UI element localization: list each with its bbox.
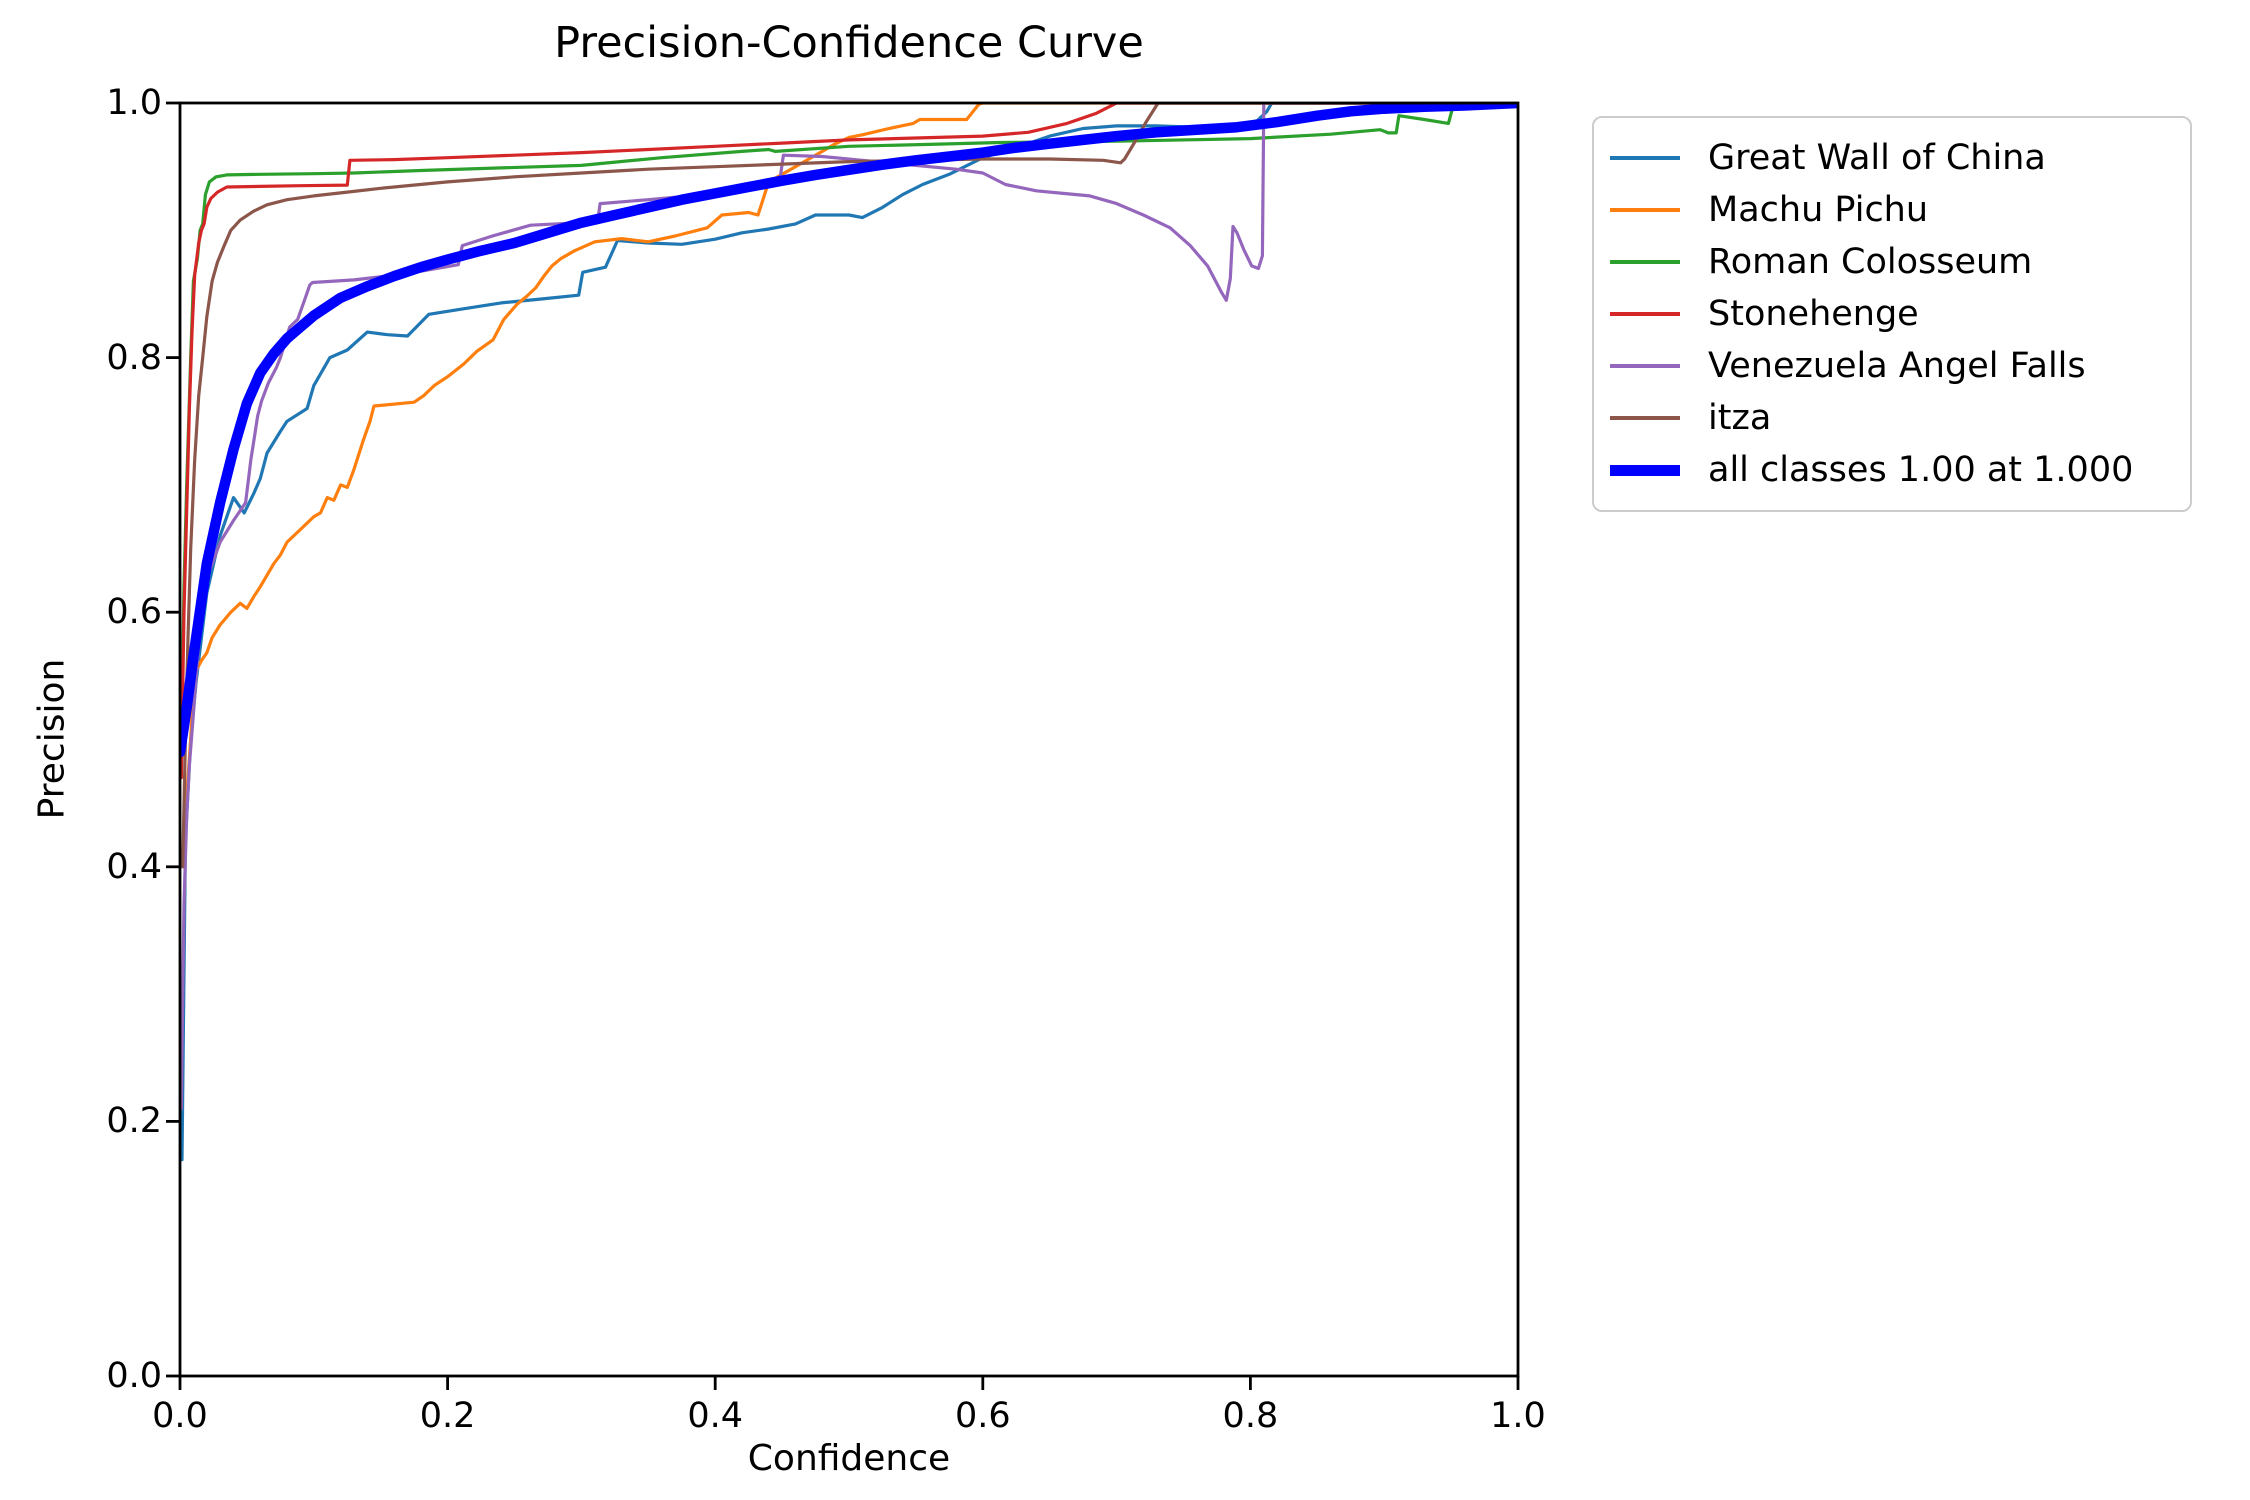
y-tick-label: 0.4 bbox=[106, 846, 162, 887]
legend-item-label: Stonehenge bbox=[1708, 293, 1919, 334]
series-line-venezuela-angel-falls bbox=[180, 103, 1518, 1111]
x-tick-label: 1.0 bbox=[1490, 1396, 1546, 1436]
series-line-machu-pichu bbox=[181, 103, 1518, 856]
legend-item: Venezuela Angel Falls bbox=[1610, 340, 2174, 392]
x-tick-label: 0.6 bbox=[954, 1396, 1011, 1436]
x-tick-label: 0.8 bbox=[1222, 1396, 1279, 1436]
series-line-itza bbox=[181, 103, 1518, 869]
x-tick-label: 0.4 bbox=[687, 1396, 744, 1436]
y-tick-label: 0.2 bbox=[106, 1101, 162, 1142]
legend-item-label: Roman Colosseum bbox=[1708, 241, 2033, 282]
legend-line-sample bbox=[1610, 312, 1680, 316]
series-line-roman-colosseum bbox=[180, 103, 1518, 742]
legend-item-label: Great Wall of China bbox=[1708, 137, 2046, 178]
axes-frame bbox=[178, 101, 1520, 1378]
legend-item: Roman Colosseum bbox=[1610, 236, 2174, 288]
legend-item-label: all classes 1.00 at 1.000 bbox=[1708, 449, 2134, 490]
legend-item: Great Wall of China bbox=[1610, 132, 2174, 184]
legend-item-label: Venezuela Angel Falls bbox=[1708, 345, 2086, 386]
x-tick-label: 0.2 bbox=[419, 1396, 476, 1436]
legend-item-label: itza bbox=[1708, 397, 1772, 438]
series-layer bbox=[180, 103, 1518, 1162]
y-tick-label: 0.6 bbox=[106, 592, 162, 633]
legend-line-sample bbox=[1610, 156, 1680, 160]
legend-line-sample bbox=[1610, 364, 1680, 368]
y-tick-label: 0.0 bbox=[106, 1356, 162, 1396]
series-line-stonehenge bbox=[180, 103, 1518, 780]
legend-item: Stonehenge bbox=[1610, 288, 2174, 340]
y-tick-label: 0.8 bbox=[106, 337, 162, 378]
legend: Great Wall of China Machu Pichu Roman Co… bbox=[1592, 116, 2192, 512]
legend-item: all classes 1.00 at 1.000 bbox=[1610, 444, 2174, 496]
x-tick-label: 0.0 bbox=[152, 1396, 208, 1436]
legend-line-sample bbox=[1610, 416, 1680, 420]
legend-line-sample bbox=[1610, 260, 1680, 264]
legend-line-sample bbox=[1610, 208, 1680, 212]
y-tick-label: 1.0 bbox=[106, 83, 162, 123]
series-line-all-classes-1-00-at-1-000 bbox=[180, 103, 1518, 758]
legend-item: itza bbox=[1610, 392, 2174, 444]
y-axis-label: Precision bbox=[31, 658, 73, 820]
legend-line-sample bbox=[1610, 464, 1680, 476]
series-line-great-wall-of-china bbox=[180, 103, 1518, 1162]
legend-item: Machu Pichu bbox=[1610, 184, 2174, 236]
legend-item-label: Machu Pichu bbox=[1708, 189, 1929, 230]
x-axis-label: Confidence bbox=[747, 1438, 951, 1479]
chart-title: Precision-Confidence Curve bbox=[554, 18, 1144, 68]
